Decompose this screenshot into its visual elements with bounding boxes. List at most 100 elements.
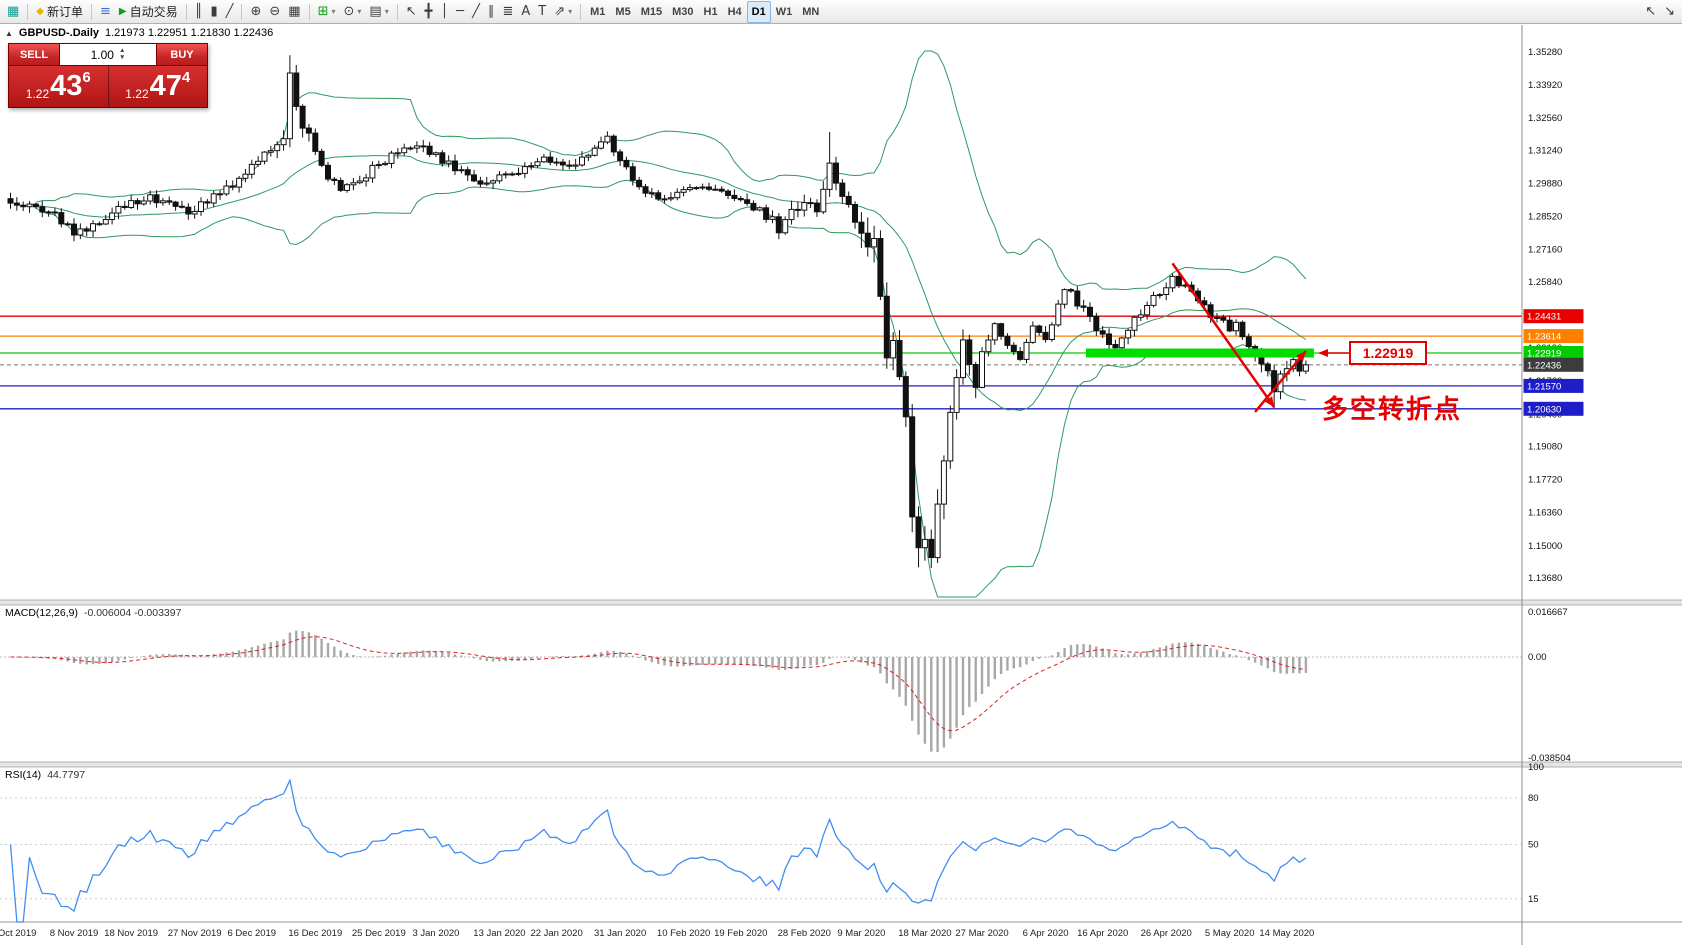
tile-windows-icon[interactable]: ▦ bbox=[284, 1, 304, 23]
chevron-down-icon: ▾ bbox=[384, 7, 389, 16]
candlestick-chart-icon: ▮ bbox=[210, 3, 218, 19]
timeframe-mn-button[interactable]: MN bbox=[802, 5, 820, 18]
volume-down-icon[interactable]: ▼ bbox=[118, 53, 126, 61]
volume-value: 1.00 bbox=[90, 47, 114, 62]
toolbar-separator bbox=[396, 3, 398, 20]
vertical-line-icon[interactable]: │ bbox=[436, 1, 452, 23]
svg-text:16 Dec 2019: 16 Dec 2019 bbox=[288, 928, 342, 939]
new-order-button[interactable]: ◆ 新订单 bbox=[32, 1, 87, 23]
time-scale[interactable]: 30 Oct 2019 8 Nov 2019 18 Nov 2019 27 Nov 2… bbox=[0, 928, 1314, 939]
price-level-callout[interactable]: 1.22919 bbox=[1349, 341, 1427, 365]
svg-text:1.16360: 1.16360 bbox=[1528, 508, 1562, 519]
bar-chart-icon: ║ bbox=[194, 3, 203, 19]
timeframe-h1-button[interactable]: H1 bbox=[703, 5, 718, 18]
templates-icon[interactable]: ▤ ▾ bbox=[365, 1, 392, 23]
trendline-icon[interactable]: ╱ bbox=[468, 1, 484, 23]
svg-text:1.31240: 1.31240 bbox=[1528, 145, 1562, 156]
svg-text:31 Jan 2020: 31 Jan 2020 bbox=[594, 928, 646, 939]
svg-text:1.35280: 1.35280 bbox=[1528, 47, 1562, 58]
rsi-indicator-label: RSI(14) 44.7797 bbox=[5, 769, 86, 781]
bar-chart-icon[interactable]: ║ bbox=[191, 1, 207, 23]
timeframe-m30-button[interactable]: M30 bbox=[672, 5, 694, 18]
toolbar-separator bbox=[27, 3, 29, 20]
buy-price-pips: 47 bbox=[149, 70, 182, 102]
chart-title-bar: ▲ GBPUSD-.Daily 1.21973 1.22951 1.21830 … bbox=[5, 27, 273, 39]
svg-text:16 Apr 2020: 16 Apr 2020 bbox=[1077, 928, 1128, 939]
svg-text:30 Oct 2019: 30 Oct 2019 bbox=[0, 928, 36, 939]
channel-icon[interactable]: ∥ bbox=[484, 1, 499, 23]
cursor-icon: ↖ bbox=[405, 3, 417, 19]
pointer-alt-icon[interactable]: ↘ bbox=[1664, 3, 1675, 19]
svg-text:19 Feb 2020: 19 Feb 2020 bbox=[714, 928, 767, 939]
fibonacci-icon[interactable]: ≣ bbox=[498, 1, 517, 23]
svg-text:1.33920: 1.33920 bbox=[1528, 80, 1562, 91]
timeframe-m15-button[interactable]: M15 bbox=[640, 5, 663, 18]
svg-text:14 May 2020: 14 May 2020 bbox=[1259, 928, 1314, 939]
svg-text:1.27160: 1.27160 bbox=[1528, 245, 1562, 256]
crosshair-icon[interactable]: ╋ bbox=[421, 1, 437, 23]
buy-price[interactable]: 1.22 47 4 bbox=[109, 66, 208, 107]
market-watch-icon: ≡ bbox=[100, 3, 111, 19]
volume-up-icon[interactable]: ▲ bbox=[118, 47, 126, 54]
timeframe-m1-button[interactable]: M1 bbox=[590, 5, 606, 18]
rsi-panel bbox=[0, 778, 1522, 923]
timeframe-m5-button[interactable]: M5 bbox=[615, 5, 631, 18]
zoom-in-icon: ⊕ bbox=[250, 3, 262, 19]
svg-text:-0.038504: -0.038504 bbox=[1528, 753, 1571, 764]
svg-text:22 Jan 2020: 22 Jan 2020 bbox=[530, 928, 582, 939]
channel-icon: ∥ bbox=[487, 3, 495, 19]
price-scale[interactable]: 1.35280 1.33920 1.32560 1.31240 1.29880 1.285… bbox=[1523, 47, 1584, 905]
one-click-collapse-icon[interactable]: ▲ bbox=[5, 28, 13, 38]
sell-button[interactable]: SELL bbox=[9, 44, 59, 65]
chevron-down-icon: ▾ bbox=[331, 7, 336, 16]
chart-symbol-label: GBPUSD-.Daily bbox=[18, 27, 99, 39]
svg-text:0.00: 0.00 bbox=[1528, 652, 1547, 663]
chart-annotations[interactable] bbox=[1086, 262, 1349, 413]
pointer-icon[interactable]: ↖ bbox=[1645, 3, 1657, 19]
svg-text:1.28520: 1.28520 bbox=[1528, 212, 1562, 223]
svg-text:3 Jan 2020: 3 Jan 2020 bbox=[412, 928, 459, 939]
volume-input[interactable]: 1.00 ▲ ▼ bbox=[59, 44, 157, 65]
market-watch-icon[interactable]: ≡ bbox=[96, 1, 115, 23]
sell-price-prefix: 1.22 bbox=[25, 87, 50, 101]
horizontal-line-icon[interactable]: ─ bbox=[452, 1, 468, 23]
trendline-icon: ╱ bbox=[472, 3, 480, 19]
sell-price-pips: 43 bbox=[50, 70, 83, 102]
timeframe-d1-button[interactable]: D1 bbox=[746, 0, 771, 23]
svg-text:1.22436: 1.22436 bbox=[1527, 360, 1561, 371]
svg-text:6 Apr 2020: 6 Apr 2020 bbox=[1023, 928, 1069, 939]
terminal-icon: ▦ bbox=[7, 3, 20, 19]
crosshair-icon: ╋ bbox=[424, 3, 433, 19]
chart-canvas[interactable]: 1.35280 1.33920 1.32560 1.31240 1.29880 1.285… bbox=[0, 25, 1682, 945]
horizontal-line-icon: ─ bbox=[456, 3, 465, 19]
new-order-button-label: 新订单 bbox=[47, 5, 84, 19]
terminal-icon[interactable]: ▦ bbox=[3, 1, 23, 23]
chevron-down-icon: ▾ bbox=[357, 7, 362, 16]
zoom-out-icon: ⊖ bbox=[269, 3, 281, 19]
text-icon[interactable]: A bbox=[517, 1, 534, 23]
cursor-icon[interactable]: ↖ bbox=[402, 1, 421, 23]
zoom-in-icon[interactable]: ⊕ bbox=[246, 1, 265, 23]
candlestick-chart-icon[interactable]: ▮ bbox=[206, 1, 221, 23]
auto-trading-button[interactable]: ▶ 自动交易 bbox=[115, 1, 182, 23]
sell-price[interactable]: 1.22 43 6 bbox=[9, 66, 109, 107]
arrows-icon[interactable]: ⇗ ▾ bbox=[550, 1, 576, 23]
chart-ohlc-values: 1.21973 1.22951 1.21830 1.22436 bbox=[105, 27, 274, 39]
line-chart-icon[interactable]: ╱ bbox=[222, 1, 238, 23]
main-toolbar: ▦ ◆ 新订单 ≡ ▶ 自动交易 ║ ▮ ╱ ⊕ ⊖ ▦ ⊞ ▾ ⊙ ▾ ▤ ▾ ↖ ╋ │ ─ ╱ ∥ ≣ A T ⇗ ▾ M1 M5 M1… bbox=[0, 0, 1682, 24]
zoom-out-icon[interactable]: ⊖ bbox=[265, 1, 284, 23]
timeframe-h4-button[interactable]: H4 bbox=[727, 5, 742, 18]
new-chart-icon[interactable]: ⊞ ▾ bbox=[314, 1, 340, 23]
buy-button[interactable]: BUY bbox=[157, 44, 207, 65]
turning-point-annotation[interactable]: 多空转折点 bbox=[1322, 394, 1463, 424]
toolbar-separator bbox=[241, 3, 243, 20]
label-icon: T bbox=[538, 3, 547, 19]
svg-text:1.20630: 1.20630 bbox=[1527, 404, 1561, 415]
svg-text:18 Mar 2020: 18 Mar 2020 bbox=[898, 928, 951, 939]
svg-text:8 Nov 2019: 8 Nov 2019 bbox=[50, 928, 99, 939]
svg-text:10 Feb 2020: 10 Feb 2020 bbox=[657, 928, 710, 939]
macd-indicator-label: MACD(12,26,9) -0.006004 -0.003397 bbox=[5, 607, 182, 619]
label-icon[interactable]: T bbox=[534, 1, 550, 23]
timeframe-w1-button[interactable]: W1 bbox=[775, 5, 793, 18]
profiles-icon[interactable]: ⊙ ▾ bbox=[339, 1, 365, 23]
